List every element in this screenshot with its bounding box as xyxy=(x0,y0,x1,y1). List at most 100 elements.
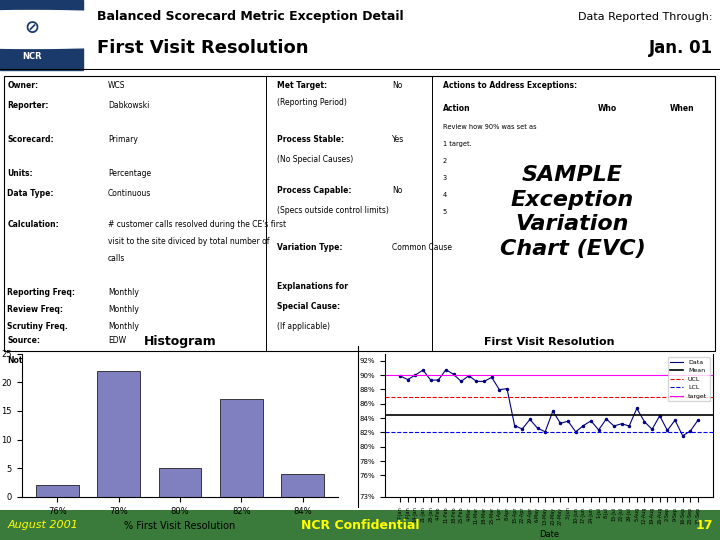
Line: Data: Data xyxy=(399,369,699,437)
Text: Calculation:: Calculation: xyxy=(7,220,59,229)
Data xyxy=(534,425,542,431)
Text: Jan. 01: Jan. 01 xyxy=(649,39,713,57)
Data xyxy=(671,417,680,423)
UCL xyxy=(396,393,405,400)
Text: Common Cause: Common Cause xyxy=(392,242,452,252)
Text: (No Special Causes): (No Special Causes) xyxy=(277,155,354,164)
Text: SAMPLE
Exception
Variation
Chart (EVC): SAMPLE Exception Variation Chart (EVC) xyxy=(500,165,645,259)
Data xyxy=(655,413,664,419)
Text: Data Type:: Data Type: xyxy=(7,189,54,198)
Title: First Visit Resolution: First Visit Resolution xyxy=(484,338,614,347)
Text: Percentage: Percentage xyxy=(108,169,151,178)
Data xyxy=(419,367,428,373)
Data xyxy=(464,373,473,379)
Data xyxy=(503,386,511,392)
Data xyxy=(495,387,504,393)
Text: EDW: EDW xyxy=(108,336,126,345)
Title: Histogram: Histogram xyxy=(143,335,217,348)
Data xyxy=(594,427,603,433)
Text: Process Capable:: Process Capable: xyxy=(277,186,351,195)
Polygon shape xyxy=(0,0,83,70)
Data xyxy=(663,427,672,434)
Text: 3: 3 xyxy=(443,175,447,181)
LCL xyxy=(396,429,405,436)
Text: Dabkowski: Dabkowski xyxy=(108,101,149,110)
Data xyxy=(510,422,519,429)
Data xyxy=(541,429,549,435)
Data xyxy=(640,418,649,425)
Mean xyxy=(403,411,412,418)
Text: Explanations for: Explanations for xyxy=(277,282,348,292)
Text: Notes:: Notes: xyxy=(7,356,35,365)
Text: Balanced Scorecard Metric Exception Detail: Balanced Scorecard Metric Exception Deta… xyxy=(97,10,404,23)
Legend: Data, Mean, UCL, LCL, target: Data, Mean, UCL, LCL, target xyxy=(668,357,710,401)
Text: Yes: Yes xyxy=(392,135,405,144)
Data xyxy=(396,373,405,379)
Data xyxy=(556,420,564,427)
X-axis label: % First Visit Resolution: % First Visit Resolution xyxy=(125,521,235,531)
Data xyxy=(632,405,641,411)
Text: Source:: Source: xyxy=(7,336,40,345)
LCL xyxy=(403,429,412,436)
Data xyxy=(678,433,687,439)
Data xyxy=(480,378,488,384)
Text: (Specs outside control limits): (Specs outside control limits) xyxy=(277,206,389,215)
Text: 5: 5 xyxy=(443,209,447,215)
Data xyxy=(693,417,702,423)
Bar xyxy=(281,474,324,497)
Data xyxy=(526,416,534,423)
Text: No: No xyxy=(392,81,402,90)
Text: Monthly: Monthly xyxy=(108,288,139,297)
Text: August 2001: August 2001 xyxy=(7,520,78,530)
Data xyxy=(472,378,481,384)
Data xyxy=(686,428,695,434)
Data xyxy=(457,378,466,384)
Text: Actions to Address Exceptions:: Actions to Address Exceptions: xyxy=(443,81,577,90)
Text: NCR Confidential: NCR Confidential xyxy=(301,518,419,532)
Text: When: When xyxy=(670,104,694,113)
Mean xyxy=(396,411,405,418)
Data xyxy=(434,377,443,383)
Bar xyxy=(158,468,202,497)
FancyBboxPatch shape xyxy=(4,76,715,351)
Text: Process Stable:: Process Stable: xyxy=(277,135,344,144)
Text: Monthly: Monthly xyxy=(108,305,139,314)
Data xyxy=(518,426,526,432)
Text: # customer calls resolved during the CE's first: # customer calls resolved during the CE'… xyxy=(108,220,286,229)
Circle shape xyxy=(0,10,227,49)
Data xyxy=(564,418,572,424)
Data xyxy=(426,377,435,383)
Bar xyxy=(36,485,79,497)
Text: No: No xyxy=(392,186,402,195)
Data xyxy=(610,423,618,429)
Text: Reporting Freq:: Reporting Freq: xyxy=(7,288,75,297)
Text: Review how 90% was set as: Review how 90% was set as xyxy=(443,124,536,130)
Data xyxy=(441,367,450,373)
Text: First Visit Resolution: First Visit Resolution xyxy=(97,39,309,57)
Bar xyxy=(97,371,140,497)
Data xyxy=(587,417,595,424)
Text: Action: Action xyxy=(443,104,470,113)
Data xyxy=(549,408,557,414)
UCL xyxy=(403,393,412,400)
FancyBboxPatch shape xyxy=(0,510,720,540)
Data xyxy=(572,429,580,435)
Text: ⊘: ⊘ xyxy=(24,19,40,37)
Text: Who: Who xyxy=(598,104,617,113)
Data xyxy=(648,426,657,433)
Text: Variation Type:: Variation Type: xyxy=(277,242,343,252)
Text: NCR: NCR xyxy=(22,52,42,60)
Text: visit to the site diviced by total number of: visit to the site diviced by total numbe… xyxy=(108,237,269,246)
Text: Continuous: Continuous xyxy=(108,189,151,198)
Text: (If applicable): (If applicable) xyxy=(277,322,330,331)
Text: Primary: Primary xyxy=(108,135,138,144)
Text: Data Reported Through:: Data Reported Through: xyxy=(578,12,713,22)
Text: Special Cause:: Special Cause: xyxy=(277,302,341,311)
target xyxy=(403,372,412,379)
Text: 1 target.: 1 target. xyxy=(443,141,472,147)
Text: Reporter:: Reporter: xyxy=(7,101,49,110)
Text: Scrutiny Freq.: Scrutiny Freq. xyxy=(7,322,68,331)
Bar xyxy=(220,400,263,497)
Data xyxy=(411,372,420,379)
Text: Monthly: Monthly xyxy=(108,322,139,331)
